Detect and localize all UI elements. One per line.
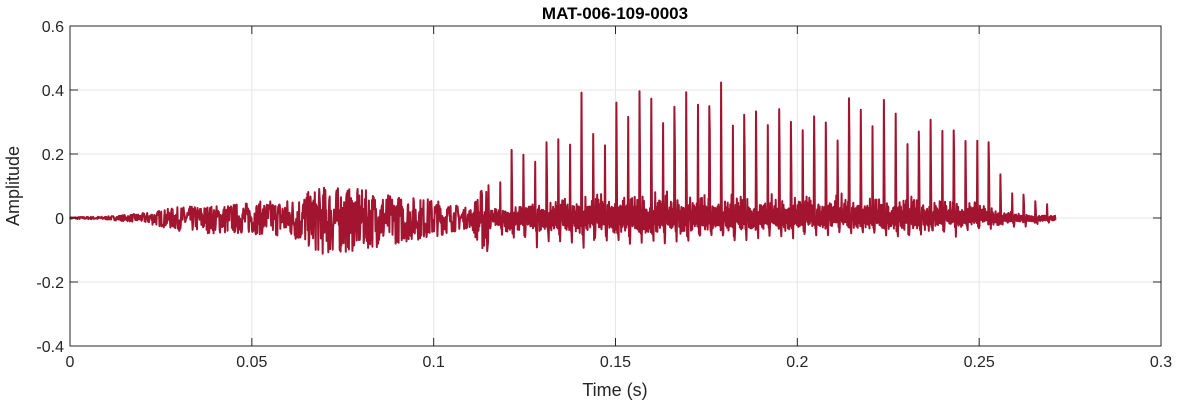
y-tick-label: -0.2 [36,275,64,292]
x-axis-label: Time (s) [582,380,647,400]
plot-area [69,81,1057,255]
x-tick-label: 0.3 [1150,354,1172,371]
x-tick-label: 0.1 [423,354,445,371]
x-tick-label: 0.05 [236,354,267,371]
y-tick-label: -0.4 [36,339,64,356]
x-tick-label: 0.2 [786,354,808,371]
ticks: 0 0.05 0.1 0.15 0.2 0.25 0.3 -0.4 -0.2 0 0.2 0.4 0.6 [36,19,1172,371]
y-tick-label: 0.4 [42,83,64,100]
x-tick-label: 0 [66,354,75,371]
waveform-line [69,81,1057,255]
y-tick-label: 0 [55,211,64,228]
chart-title: MAT-006-109-0003 [542,4,688,23]
y-tick-label: 0.2 [42,147,64,164]
x-tick-label: 0.15 [600,354,631,371]
y-tick-label: 0.6 [42,19,64,36]
y-axis-label: Amplitude [3,146,23,226]
x-tick-label: 0.25 [964,354,995,371]
